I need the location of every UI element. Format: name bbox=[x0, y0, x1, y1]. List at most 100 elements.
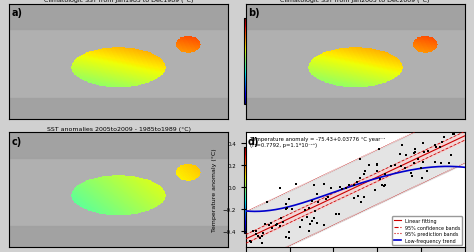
Point bbox=[243, 246, 251, 250]
Point bbox=[441, 128, 448, 132]
Point bbox=[306, 222, 313, 226]
Point bbox=[327, 186, 335, 190]
Point bbox=[376, 178, 383, 182]
Point bbox=[268, 226, 276, 230]
Point bbox=[362, 170, 369, 174]
Text: Temperature anomaly = -75.43+0.03776 °C year⁻¹
(r²=0.7792, p=1.1*10⁻¹³): Temperature anomaly = -75.43+0.03776 °C … bbox=[250, 136, 385, 147]
Point bbox=[247, 240, 255, 244]
Point bbox=[419, 142, 427, 146]
Point bbox=[283, 207, 290, 211]
Point bbox=[373, 170, 381, 174]
Point bbox=[285, 230, 292, 234]
Point bbox=[301, 208, 309, 212]
Point bbox=[410, 151, 418, 155]
Point bbox=[277, 216, 285, 220]
Point bbox=[305, 229, 313, 233]
Point bbox=[322, 197, 330, 201]
Point bbox=[337, 185, 344, 189]
Point bbox=[273, 222, 281, 226]
Point bbox=[423, 170, 431, 174]
Point bbox=[402, 153, 410, 157]
Point bbox=[283, 207, 291, 211]
Point bbox=[410, 161, 418, 165]
Point bbox=[332, 212, 339, 216]
Point bbox=[246, 239, 254, 243]
Point bbox=[381, 183, 389, 187]
Point bbox=[449, 132, 457, 136]
Point bbox=[265, 224, 273, 228]
Point bbox=[433, 145, 440, 149]
Point bbox=[440, 136, 448, 140]
Legend: Linear fitting, 95% confidence bands, 95% prediction bands, Low-frequency trend: Linear fitting, 95% confidence bands, 95… bbox=[392, 216, 462, 244]
Point bbox=[320, 223, 328, 227]
Point bbox=[249, 229, 257, 233]
Point bbox=[273, 223, 280, 227]
Point bbox=[382, 173, 389, 177]
Point bbox=[252, 232, 260, 236]
Y-axis label: Temperature anomaly (°C): Temperature anomaly (°C) bbox=[212, 148, 217, 232]
Point bbox=[303, 215, 311, 219]
Point bbox=[453, 131, 461, 135]
Point bbox=[306, 206, 313, 210]
Point bbox=[392, 163, 399, 167]
Point bbox=[420, 150, 428, 154]
Point bbox=[282, 235, 289, 239]
Point bbox=[311, 209, 319, 213]
Point bbox=[360, 172, 367, 176]
Point bbox=[342, 187, 349, 191]
Point bbox=[314, 200, 322, 204]
Point bbox=[313, 192, 321, 196]
Point bbox=[299, 218, 306, 223]
Point bbox=[313, 221, 321, 225]
Point bbox=[454, 129, 462, 133]
Point bbox=[286, 236, 293, 240]
Point bbox=[375, 148, 383, 152]
Point bbox=[361, 195, 368, 199]
Point bbox=[447, 154, 455, 158]
Point bbox=[372, 188, 379, 192]
Point bbox=[419, 160, 426, 164]
Point bbox=[353, 181, 361, 185]
Point bbox=[255, 234, 262, 238]
Point bbox=[450, 132, 457, 136]
Point bbox=[398, 143, 406, 147]
Point bbox=[401, 124, 409, 128]
Point bbox=[350, 196, 357, 200]
Point bbox=[276, 224, 283, 228]
Point bbox=[418, 167, 425, 171]
Point bbox=[252, 229, 259, 233]
Point bbox=[350, 183, 358, 187]
Point bbox=[261, 222, 269, 226]
Point bbox=[285, 197, 293, 201]
Point bbox=[431, 143, 438, 147]
Point bbox=[320, 182, 328, 186]
Point bbox=[411, 148, 419, 152]
Point bbox=[418, 176, 425, 180]
Point bbox=[259, 231, 266, 235]
Point bbox=[446, 161, 453, 165]
Point bbox=[407, 172, 415, 176]
Point bbox=[345, 184, 353, 188]
Point bbox=[378, 184, 386, 188]
Point bbox=[454, 83, 462, 87]
Point bbox=[256, 236, 264, 240]
Point bbox=[324, 195, 331, 199]
Point bbox=[356, 177, 364, 181]
Point bbox=[387, 164, 394, 168]
Text: d): d) bbox=[248, 136, 259, 146]
Point bbox=[258, 234, 266, 238]
Point bbox=[310, 216, 318, 220]
Point bbox=[414, 158, 421, 162]
Point bbox=[338, 187, 346, 192]
Title: Climatologic SST from Jan2005 to Dec2009 (°C): Climatologic SST from Jan2005 to Dec2009… bbox=[281, 0, 430, 3]
Point bbox=[269, 251, 276, 252]
Point bbox=[431, 161, 439, 165]
Point bbox=[458, 120, 465, 124]
Point bbox=[310, 183, 318, 187]
Point bbox=[357, 200, 365, 204]
Point bbox=[279, 220, 287, 224]
Point bbox=[309, 219, 316, 223]
Text: b): b) bbox=[248, 9, 260, 18]
Point bbox=[438, 140, 445, 144]
Point bbox=[267, 222, 275, 226]
